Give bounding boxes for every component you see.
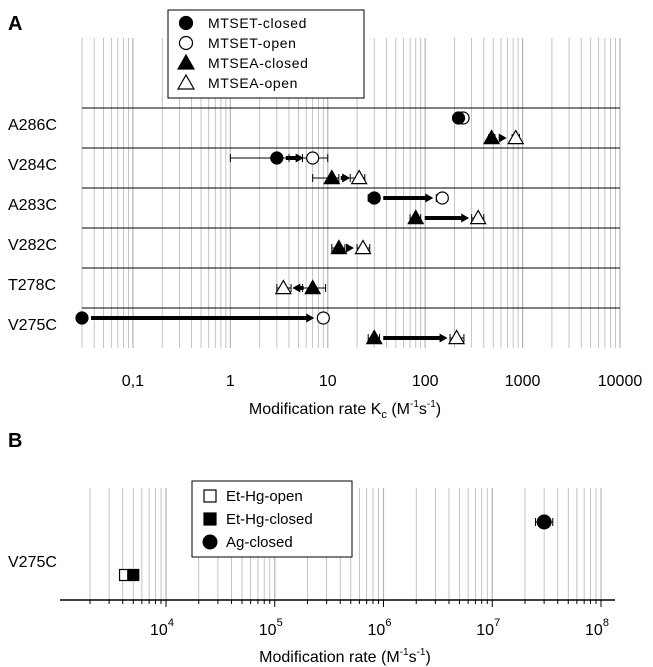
mtsea-open-point	[469, 209, 487, 225]
panel-b-tick-labels: 104 105 106 107 108	[150, 617, 609, 639]
connector-arrowhead	[292, 283, 301, 293]
legend-marker-et-hg-open	[203, 489, 217, 503]
row-v284c	[229, 151, 368, 185]
panel-a-tick-labels: 0,1 1 10 100 1000 10000	[122, 373, 643, 390]
legend-label-mtset-closed: MTSET-closed	[208, 15, 307, 31]
panel-a-marks	[75, 111, 525, 345]
panel-a-row-labels: A286C V284C A283C V282C T278C V275C	[8, 117, 57, 334]
x-tick-label: 107	[476, 617, 500, 639]
point-ag-closed	[536, 514, 552, 530]
mtsea-open-point	[507, 129, 525, 145]
mtset-closed-point	[451, 111, 466, 125]
legend-marker-mtset-closed	[178, 15, 194, 31]
row-label-v284c: V284C	[8, 157, 57, 174]
row-label-a283c: A283C	[8, 197, 57, 214]
mtsea-closed-point	[304, 279, 322, 295]
mtsea-open-point	[274, 279, 292, 295]
legend-box	[167, 9, 365, 99]
x-tick-label: 10000	[598, 373, 643, 390]
legend-label-mtsea-open: MTSEA-open	[208, 75, 298, 91]
row-label-v282c: V282C	[8, 237, 57, 254]
row-label-v275c: V275C	[8, 317, 57, 334]
row-a286c	[451, 111, 525, 145]
x-tick-label: 108	[585, 617, 609, 639]
mtsea-open-point	[354, 239, 372, 255]
mtsea-closed-point	[483, 129, 501, 145]
mtsea-closed-point	[407, 209, 425, 225]
panel-b: B V275C 104 105 106 107 108 Modification rat…	[8, 430, 615, 666]
mtset-closed-point	[367, 191, 381, 205]
legend-marker-mtsea-open	[176, 73, 196, 90]
legend-label-mtsea-closed: MTSEA-closed	[208, 55, 309, 71]
mtsea-closed-point	[330, 239, 348, 255]
mtsea-closed-point	[323, 169, 341, 185]
legend-marker-mtsea-closed	[176, 53, 196, 70]
mtset-closed-point	[75, 311, 89, 325]
row-label-a286c: A286C	[8, 117, 57, 134]
connector-arrowhead	[342, 173, 351, 183]
connector-arrowhead	[461, 213, 470, 223]
x-tick-label: 100	[412, 373, 439, 390]
connector-arrowhead	[306, 313, 315, 323]
legend-label-ag-closed: Ag-closed	[226, 534, 293, 551]
panel-a-x-axis-label: Modification rate Kc (M-1s-1)	[249, 399, 441, 421]
x-tick-label: 105	[259, 617, 283, 639]
panel-b-legend: Et-Hg-open Et-Hg-closed Ag-closed	[191, 480, 353, 558]
panel-a-legend: MTSET-closed MTSET-open MTSEA-closed MTSEA-…	[167, 9, 365, 99]
mtsea-open-point	[448, 329, 466, 345]
x-tick-label: 0,1	[122, 373, 144, 390]
legend-marker-ag-closed	[202, 534, 218, 550]
legend-label-et-hg-open: Et-Hg-open	[226, 488, 303, 505]
x-tick-label: 1	[226, 373, 235, 390]
panel-a-letter: A	[8, 13, 22, 35]
x-tick-label: 106	[368, 617, 392, 639]
panel-b-letter: B	[8, 430, 22, 452]
connector-arrowhead	[295, 153, 304, 163]
legend-marker-et-hg-closed	[203, 512, 217, 526]
connector-arrowhead	[439, 333, 448, 343]
connector-arrowhead	[425, 193, 434, 203]
connector-arrowhead	[498, 133, 507, 143]
row-a283c	[367, 191, 487, 225]
row-v275c	[75, 311, 466, 345]
connector-arrowhead	[345, 243, 354, 253]
panel-a-row-lines	[82, 107, 620, 309]
row-label-t278c: T278C	[8, 277, 56, 294]
mtset-open-point	[435, 191, 449, 205]
mtset-open-point	[316, 311, 330, 325]
mtset-open-point	[306, 151, 320, 165]
panel-b-marks	[118, 514, 554, 582]
mtsea-open-point	[350, 169, 368, 185]
row-label-v275c: V275C	[8, 554, 57, 571]
row-t278c	[274, 279, 327, 295]
legend-label-mtset-open: MTSET-open	[208, 35, 296, 51]
x-tick-label: 10	[319, 373, 337, 390]
legend-label-et-hg-closed: Et-Hg-closed	[226, 511, 313, 528]
legend-box	[191, 480, 353, 558]
mtset-closed-point	[270, 151, 284, 165]
mtsea-closed-point	[365, 329, 383, 345]
legend-marker-mtset-open	[178, 35, 194, 51]
x-tick-label: 1000	[505, 373, 541, 390]
x-tick-label: 104	[150, 617, 174, 639]
panel-b-x-axis-label: Modification rate (M-1s-1)	[259, 647, 431, 666]
point-et-hg-closed	[127, 568, 140, 582]
panel-a: A A286C V284C A283C V282C T278C V275C 0,1 1 10 1…	[8, 9, 643, 421]
row-v282c	[330, 239, 372, 255]
panel-b-row-labels: V275C	[8, 554, 57, 571]
